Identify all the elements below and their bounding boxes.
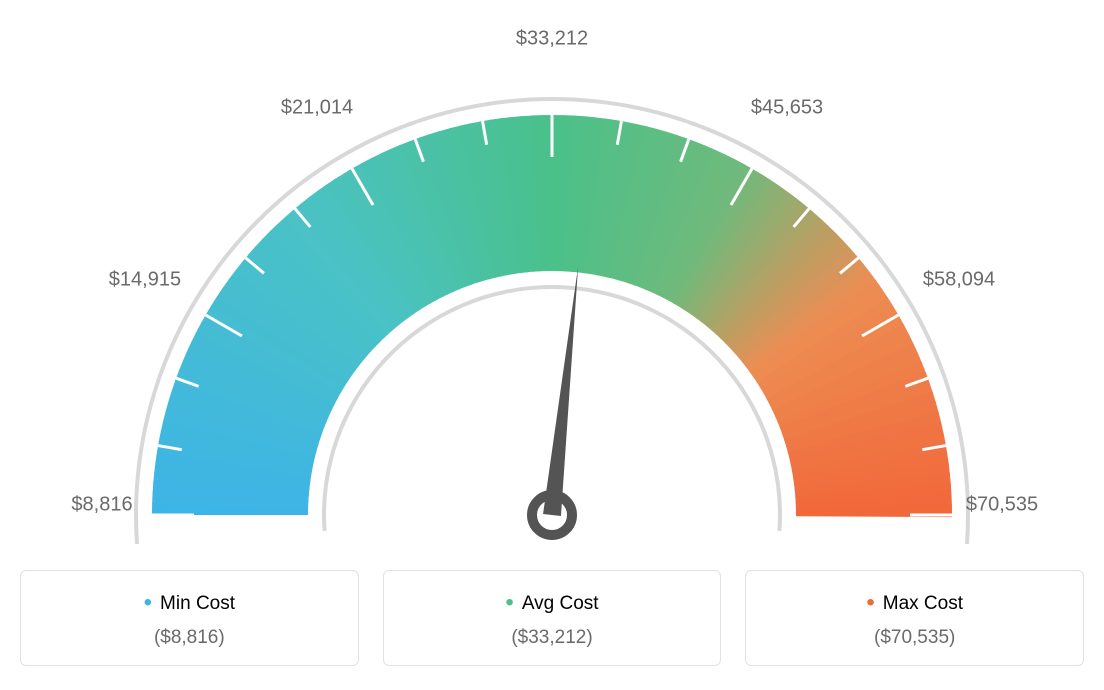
- legend-row: Min Cost ($8,816) Avg Cost ($33,212) Max…: [20, 570, 1084, 666]
- legend-card-avg: Avg Cost ($33,212): [383, 570, 722, 666]
- gauge-chart: $8,816 $14,915 $21,014 $33,212 $45,653 $58,09…: [20, 20, 1084, 550]
- gauge-tick-label: $45,653: [751, 96, 823, 119]
- gauge-tick-label: $70,535: [966, 494, 1038, 517]
- gauge-tick-label: $33,212: [516, 28, 588, 51]
- legend-min-label: Min Cost: [31, 589, 348, 617]
- gauge-tick-label: $21,014: [281, 96, 353, 119]
- legend-card-min: Min Cost ($8,816): [20, 570, 359, 666]
- legend-min-value: ($8,816): [31, 627, 348, 649]
- legend-avg-value: ($33,212): [394, 627, 711, 649]
- gauge-tick-label: $58,094: [923, 269, 995, 292]
- cost-gauge-widget: $8,816 $14,915 $21,014 $33,212 $45,653 $58,09…: [20, 20, 1084, 666]
- gauge-tick-label: $8,816: [71, 494, 132, 517]
- legend-max-label: Max Cost: [756, 589, 1073, 617]
- legend-card-max: Max Cost ($70,535): [745, 570, 1084, 666]
- gauge-tick-label: $14,915: [109, 269, 181, 292]
- legend-max-value: ($70,535): [756, 627, 1073, 649]
- legend-avg-label: Avg Cost: [394, 589, 711, 617]
